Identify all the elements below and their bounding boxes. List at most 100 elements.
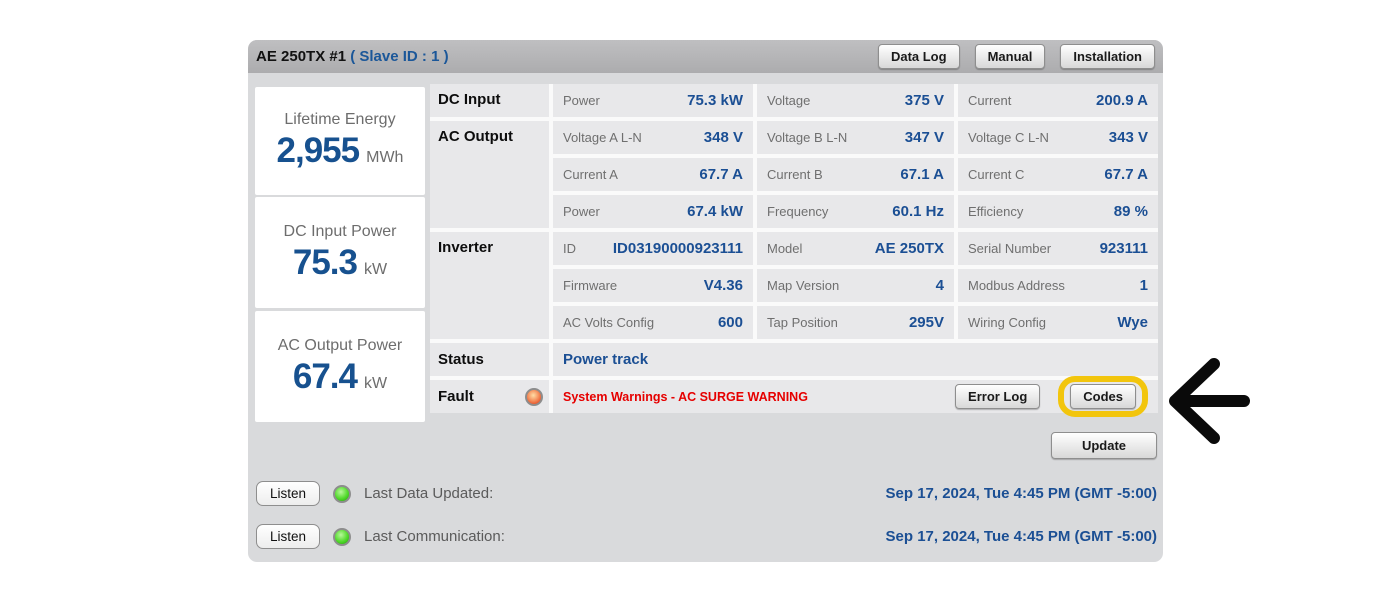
cell-label: Modbus Address [968, 278, 1065, 293]
cell-label: Efficiency [968, 204, 1024, 219]
table-cell: Model AE 250TX [757, 232, 954, 265]
cell-value: 67.1 A [900, 166, 944, 183]
last-communication-label: Last Communication: [364, 528, 505, 545]
table-cell: Power 75.3 kW [553, 84, 753, 117]
row-header-dc-input: DC Input [430, 84, 549, 117]
cell-value: 343 V [1108, 129, 1148, 146]
row-header-inverter: Inverter [430, 232, 549, 339]
row-header-ac-output: AC Output [430, 121, 549, 228]
manual-button[interactable]: Manual [974, 44, 1046, 69]
stat-unit: MWh [366, 149, 404, 166]
table-cell: Voltage A L-N 348 V [553, 121, 753, 154]
ac-output-power-stat: AC Output Power 67.4 kW [255, 311, 425, 422]
stat-unit: kW [364, 374, 388, 392]
page-title: AE 250TX #1 ( Slave ID : 1 ) [256, 48, 449, 65]
left-arrow-annotation-icon [1169, 358, 1250, 444]
stat-value: 67.4 [292, 356, 358, 396]
cell-label: Power [563, 204, 600, 219]
cell-value: 923111 [1099, 240, 1148, 257]
table-cell: Firmware V4.36 [553, 269, 753, 302]
codes-highlight-annotation: Codes [1058, 376, 1148, 417]
cell-label: Current [968, 93, 1012, 108]
table-cell: Serial Number 923111 [958, 232, 1158, 265]
table-cell: Tap Position 295V [757, 306, 954, 339]
table-cell: Voltage C L-N 343 V [958, 121, 1158, 154]
cell-value: 4 [935, 277, 944, 294]
table-cell: Current B 67.1 A [757, 158, 954, 191]
stat-value: 75.3 [292, 242, 358, 282]
last-communication-row: Listen Last Communication: Sep 17, 2024,… [256, 524, 1157, 549]
cell-label: Current B [767, 167, 823, 182]
listen-button[interactable]: Listen [256, 524, 320, 549]
table-cell: Voltage 375 V [757, 84, 954, 117]
cell-value: 67.7 A [1104, 166, 1148, 183]
cell-value: 1 [1139, 277, 1148, 294]
last-communication-value: Sep 17, 2024, Tue 4:45 PM (GMT -5:00) [885, 528, 1157, 545]
cell-label: Wiring Config [968, 315, 1047, 330]
stat-label: AC Output Power [277, 336, 403, 354]
titlebar-buttons: Data Log Manual Installation [877, 44, 1155, 69]
stat-label: DC Input Power [283, 222, 397, 240]
error-log-button[interactable]: Error Log [955, 384, 1041, 409]
cell-label: AC Volts Config [563, 315, 655, 330]
inverter-panel: AE 250TX #1 ( Slave ID : 1 ) Data Log Ma… [248, 40, 1163, 562]
table-cell: Frequency 60.1 Hz [757, 195, 954, 228]
fault-message: System Warnings - AC SURGE WARNING [563, 389, 808, 404]
stat-unit: kW [364, 260, 388, 278]
table-cell: Current 200.9 A [958, 84, 1158, 117]
table-cell: ID ID03190000923111 [553, 232, 753, 265]
slave-id-label: ( Slave ID : 1 ) [350, 48, 449, 65]
inverter-data-table: DC Input Power 75.3 kW Voltage 375 V Cur… [430, 84, 1158, 417]
installation-button[interactable]: Installation [1060, 44, 1155, 69]
data-log-button[interactable]: Data Log [877, 44, 960, 69]
table-cell: Voltage B L-N 347 V [757, 121, 954, 154]
status-value: Power track [563, 351, 649, 368]
cell-label: Model [767, 241, 803, 256]
cell-label: Map Version [767, 278, 840, 293]
fault-label: Fault [438, 388, 474, 405]
codes-button[interactable]: Codes [1070, 384, 1136, 409]
cell-label: Serial Number [968, 241, 1052, 256]
table-cell: Efficiency 89 % [958, 195, 1158, 228]
cell-value: 67.4 kW [687, 203, 743, 220]
cell-label: Frequency [767, 204, 829, 219]
cell-value: 600 [717, 314, 743, 331]
cell-value: 347 V [904, 129, 944, 146]
table-cell: Power 67.4 kW [553, 195, 753, 228]
cell-value: V4.36 [703, 277, 743, 294]
table-cell: Current A 67.7 A [553, 158, 753, 191]
cell-label: Voltage B L-N [767, 130, 848, 145]
cell-value: ID03190000923111 [612, 240, 743, 257]
table-cell: Current C 67.7 A [958, 158, 1158, 191]
table-cell: Modbus Address 1 [958, 269, 1158, 302]
lifetime-energy-stat: Lifetime Energy 2,955 MWh [255, 87, 425, 195]
cell-value: 60.1 Hz [892, 203, 944, 220]
cell-value: 67.7 A [699, 166, 743, 183]
cell-value: 295V [908, 314, 944, 331]
cell-value: 75.3 kW [687, 92, 743, 109]
cell-label: Firmware [563, 278, 618, 293]
last-data-updated-label: Last Data Updated: [364, 485, 494, 502]
cell-value: 348 V [703, 129, 743, 146]
cell-label: Voltage C L-N [968, 130, 1049, 145]
update-button[interactable]: Update [1051, 432, 1157, 459]
fault-led-icon [525, 387, 543, 406]
table-cell: Map Version 4 [757, 269, 954, 302]
table-cell: AC Volts Config 600 [553, 306, 753, 339]
last-data-updated-row: Listen Last Data Updated: Sep 17, 2024, … [256, 481, 1157, 506]
cell-value: 200.9 A [1096, 92, 1148, 109]
comm-status-led-icon [333, 527, 351, 546]
row-header-status: Status [430, 343, 549, 376]
table-cell: Wiring Config Wye [958, 306, 1158, 339]
cell-value: 89 % [1113, 203, 1148, 220]
dc-input-power-stat: DC Input Power 75.3 kW [255, 197, 425, 308]
cell-label: Tap Position [767, 315, 838, 330]
cell-label: ID [563, 241, 576, 256]
stat-label: Lifetime Energy [284, 111, 396, 128]
listen-button[interactable]: Listen [256, 481, 320, 506]
fault-cell: System Warnings - AC SURGE WARNING Error… [553, 376, 1158, 417]
row-header-fault: Fault [430, 380, 549, 413]
panel-titlebar: AE 250TX #1 ( Slave ID : 1 ) Data Log Ma… [248, 40, 1163, 73]
cell-label: Power [563, 93, 600, 108]
